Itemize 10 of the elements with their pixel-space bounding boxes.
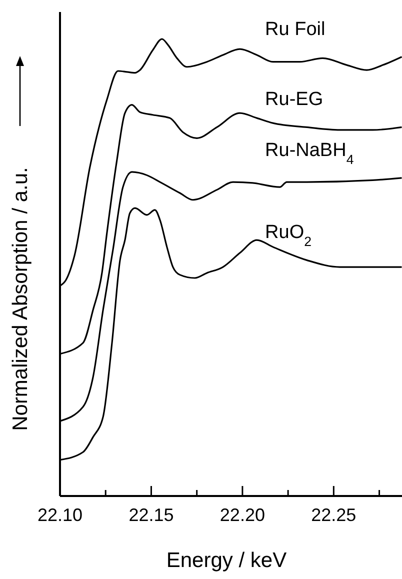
series-label: RuO$_{2}$ bbox=[265, 222, 312, 249]
series-label: Ru-NaBH$_{4}$ bbox=[265, 140, 354, 166]
x-tick-label: 22.10 bbox=[37, 505, 83, 525]
series-label: Ru Foil bbox=[265, 18, 326, 40]
series-label: Ru-EG bbox=[265, 89, 324, 110]
x-axis-title: Energy / keV bbox=[166, 549, 287, 572]
x-tick-label: 22.15 bbox=[128, 505, 174, 525]
y-axis-title: Normalized Absorption / a.u. bbox=[9, 167, 32, 431]
x-tick-label: 22.25 bbox=[311, 505, 356, 525]
x-tick-label: 22.20 bbox=[220, 505, 265, 525]
